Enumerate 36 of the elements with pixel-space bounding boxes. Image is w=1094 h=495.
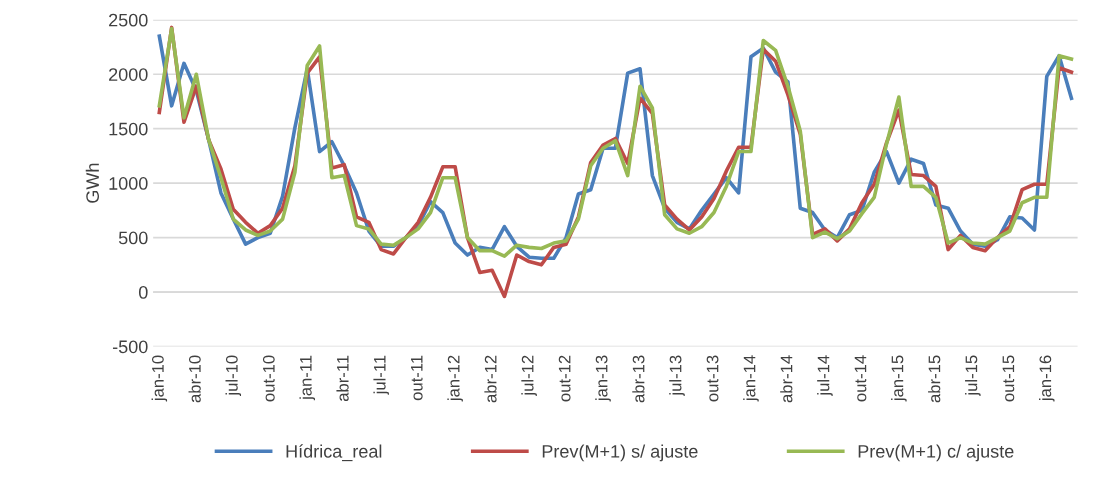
x-tick-label: jan-16 (1039, 355, 1055, 402)
y-tick-label: -500 (112, 340, 148, 354)
y-tick-label: 1500 (109, 122, 148, 136)
y-tick-label: 0 (138, 285, 148, 299)
x-tick-label: abr-10 (188, 355, 201, 403)
x-tick-label: out-12 (558, 355, 571, 402)
x-tick-label: jul-12 (521, 355, 537, 396)
x-tick-label: jul-10 (225, 355, 242, 396)
y-tick-label: 1000 (109, 177, 148, 190)
legend-label: Prev(M+1) c/ ajuste (858, 444, 1014, 462)
y-tick-label: 2000 (109, 68, 148, 81)
x-tick-label: abr-12 (484, 355, 497, 403)
x-tick-label: jan-15 (891, 355, 907, 402)
x-tick-label: out-10 (262, 355, 275, 402)
x-tick-label: jan-13 (595, 355, 611, 402)
x-tick-label: out-13 (706, 355, 719, 402)
y-tick-label: 2500 (109, 13, 148, 27)
x-tick-label: out-11 (411, 355, 423, 401)
x-tick-label: jan-12 (447, 355, 463, 402)
x-tick-label: jan-11 (299, 355, 315, 401)
x-tick-label: jan-10 (151, 355, 168, 402)
x-tick-label: jul-11 (373, 355, 389, 395)
x-tick-label: jul-15 (965, 355, 981, 396)
x-tick-label: abr-11 (336, 355, 349, 402)
legend-label: Hídrica_real (286, 444, 382, 462)
x-tick-label: abr-13 (632, 355, 645, 403)
x-tick-label: abr-15 (928, 355, 941, 403)
x-tick-label: abr-14 (780, 355, 793, 403)
y-tick-label: 500 (118, 231, 148, 245)
x-tick-label: out-15 (1002, 355, 1015, 402)
x-tick-label: out-14 (854, 355, 867, 402)
x-tick-label: jul-14 (817, 355, 833, 396)
legend-label: Prev(M+1) s/ ajuste (542, 444, 698, 462)
y-axis-title: GWh (85, 163, 100, 203)
x-tick-label: jan-14 (743, 355, 759, 402)
x-tick-label: jul-13 (669, 355, 685, 396)
